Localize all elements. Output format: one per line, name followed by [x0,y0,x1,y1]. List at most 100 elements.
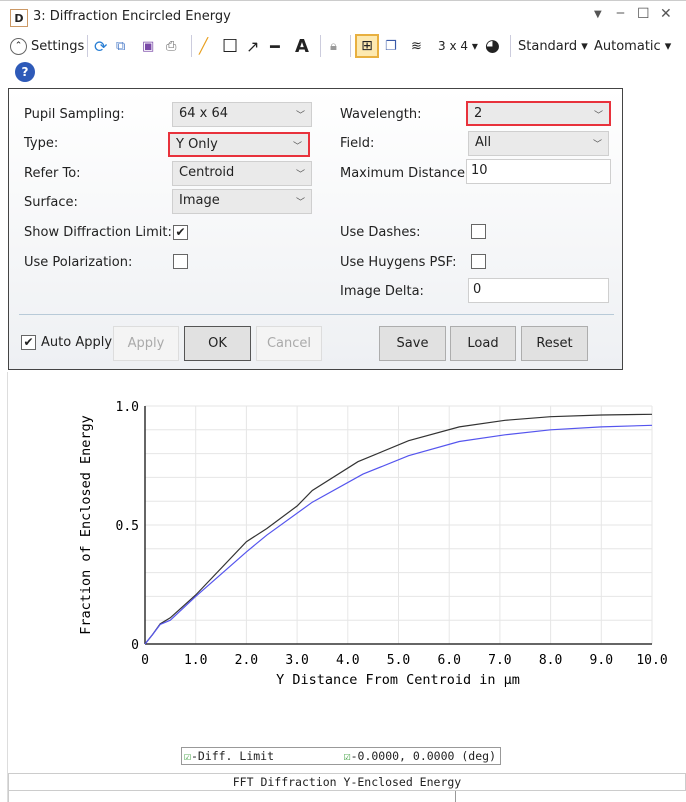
data-table-row [8,791,686,802]
minimize-button[interactable]: ‒ [616,5,625,21]
maximum-distance-label: Maximum Distance: [340,166,470,181]
divider [191,35,192,57]
legend-checkbox-icon[interactable]: ☑ [184,749,191,763]
y-tick-label: 0.5 [116,519,139,534]
chart-title: FFT Diffraction Y-Enclosed Energy [8,773,686,791]
lock-icon[interactable]: 🔒︎ [330,38,337,54]
apply-button[interactable]: Apply [113,326,179,361]
pupil-sampling-label: Pupil Sampling: [24,107,125,122]
standard-dropdown[interactable]: Standard ▾ [518,38,588,54]
maximum-distance-input[interactable]: 10 [466,159,611,184]
save-button[interactable]: Save [379,326,446,361]
use-huygens-psf-checkbox[interactable] [471,254,486,269]
reset-button[interactable]: Reset [521,326,588,361]
use-huygens-psf-label: Use Huygens PSF: [340,255,457,270]
divider [87,35,88,57]
text-icon[interactable]: A [295,35,309,57]
rectangle-icon[interactable]: ☐ [222,35,239,57]
encircled-energy-chart: 0 1.0 2.0 3.0 4.0 5.0 6.0 7.0 8.0 9.0 10.000.51.0 … [78,400,668,688]
x-tick-label: 0 [141,653,149,668]
field-label: Field: [340,136,375,151]
ok-button[interactable]: OK [184,326,251,361]
x-tick-label: 5.0 [387,653,410,668]
x-tick-label: 6.0 [437,653,460,668]
pencil-icon[interactable]: ╱ [199,37,209,55]
series-line-field [144,424,653,645]
settings-label: Settings [31,38,85,54]
y-tick-label: 0 [131,638,139,653]
dropdown-menu-icon[interactable]: ▼ [594,9,602,20]
save-icon[interactable]: ▣ [142,38,155,54]
use-dashes-checkbox[interactable] [471,224,486,239]
print-icon[interactable]: ⎙ [166,38,177,54]
x-tick-label: 8.0 [539,653,562,668]
use-polarization-checkbox[interactable] [173,254,188,269]
refer-to-dropdown[interactable]: Centroid ﹀ [172,161,312,186]
wavelength-dropdown[interactable]: 2 ﹀ [466,101,611,126]
surface-label: Surface: [24,195,78,210]
window-icon[interactable]: ❐ [385,38,397,54]
use-dashes-label: Use Dashes: [340,225,421,240]
window-title: 3: Diffraction Encircled Energy [33,9,231,24]
maximize-button[interactable]: ☐ [637,6,650,22]
x-tick-label: 9.0 [590,653,613,668]
type-dropdown[interactable]: Y Only ﹀ [168,132,310,157]
legend-diff-limit: -Diff. Limit [190,749,275,763]
dropdown-value: Centroid [179,165,235,180]
chevron-down-icon: ﹀ [593,111,603,121]
line-icon[interactable]: ━ [270,36,280,56]
chevron-up-icon: ⌃ [10,37,27,55]
toolbar: ⌃ Settings ⟳ ⧉ ▣ ⎙ ╱ ☐ ↗ ━ A 🔒︎ ⊞ ❐ ≋ 3 … [0,32,686,88]
divider [320,35,321,57]
auto-apply-label: Auto Apply [41,335,113,350]
dropdown-value: Image [179,193,220,208]
refresh-icon[interactable]: ⟳ [94,36,108,56]
dropdown-value: Y Only [176,137,218,152]
y-axis-label: Fraction of Enclosed Energy [78,415,94,634]
image-delta-input[interactable]: 0 [468,278,609,303]
legend-checkbox-icon[interactable]: ☑ [343,749,351,763]
show-diffraction-limit-label: Show Diffraction Limit: [24,225,172,240]
divider [350,35,351,57]
layers-icon[interactable]: ≋ [411,38,422,54]
chevron-down-icon: ﹀ [295,198,305,208]
app-icon: D [10,9,28,27]
image-delta-label: Image Delta: [340,284,424,299]
x-tick-label: 2.0 [235,653,258,668]
pupil-sampling-dropdown[interactable]: 64 x 64 ﹀ [172,102,312,127]
settings-panel: Pupil Sampling: 64 x 64 ﹀ Type: Y Only ﹀ R… [8,88,623,370]
dropdown-value: 2 [474,106,483,121]
dropdown-value: All [475,135,492,150]
close-button[interactable]: ✕ [660,6,672,22]
grid-layout-icon[interactable]: ⊞ [355,34,379,58]
cancel-button[interactable]: Cancel [256,326,322,361]
arrow-icon[interactable]: ↗ [246,36,260,56]
show-diffraction-limit-checkbox[interactable]: ✔ [173,225,188,240]
timer-icon[interactable]: ◕ [485,36,500,56]
x-tick-label: 1.0 [184,653,207,668]
divider [510,35,511,57]
auto-apply-checkbox[interactable]: ✔ [21,335,36,350]
type-label: Type: [24,136,59,151]
x-axis-label: Y Distance From Centroid in μm [276,672,520,688]
layout-dropdown[interactable]: 3 x 4 ▾ [438,39,478,53]
automatic-dropdown[interactable]: Automatic ▾ [594,38,672,54]
x-tick-label: 3.0 [285,653,308,668]
title-bar: D 3: Diffraction Encircled Energy ▼ ‒ ☐ … [0,0,686,32]
x-tick-label: 4.0 [336,653,359,668]
settings-toggle-button[interactable]: ⌃ Settings [10,35,84,57]
copy-icon[interactable]: ⧉ [116,38,126,54]
chart-legend: ☑ -Diff. Limit ☑ -0.0000, 0.0000 (deg) [181,747,501,765]
series-line-diff-limit [144,413,653,645]
left-border [0,372,8,802]
x-tick-label: 10.0 [636,653,667,668]
field-dropdown[interactable]: All ﹀ [468,131,609,156]
help-icon[interactable]: ? [15,62,35,82]
load-button[interactable]: Load [450,326,516,361]
legend-field-series: -0.0000, 0.0000 (deg) [350,749,496,763]
chevron-down-icon: ﹀ [292,142,302,152]
dropdown-value: 64 x 64 [179,106,229,121]
surface-dropdown[interactable]: Image ﹀ [172,189,312,214]
chevron-down-icon: ﹀ [592,140,602,150]
use-polarization-label: Use Polarization: [24,255,133,270]
